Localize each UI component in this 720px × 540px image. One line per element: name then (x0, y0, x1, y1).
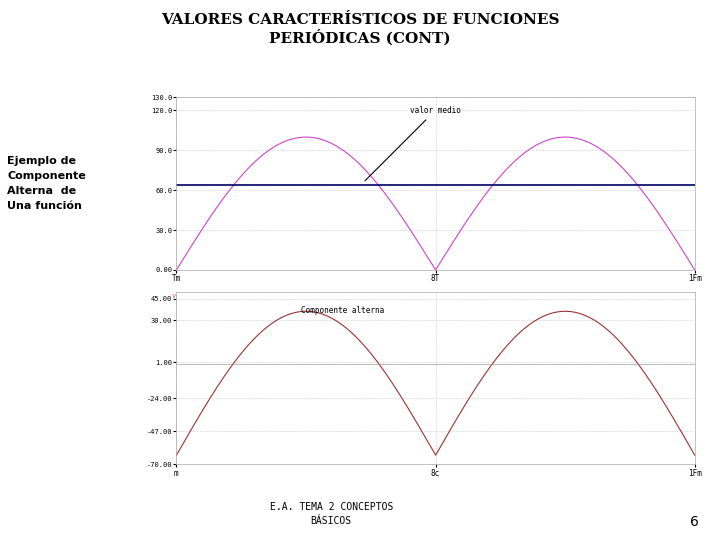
Text: VALORES CARACTERÍSTICOS DE FUNCIONES: VALORES CARACTERÍSTICOS DE FUNCIONES (161, 14, 559, 28)
Text: Componente alterna: Componente alterna (301, 306, 384, 315)
Text: 6: 6 (690, 515, 698, 529)
Text: (v.s.cmedi c): (v.s.cmedi c) (249, 293, 305, 299)
Text: v(t): v(t) (171, 293, 188, 299)
Text: PERIÓDICAS (CONT): PERIÓDICAS (CONT) (269, 30, 451, 46)
Text: E.A. TEMA 2 CONCEPTOS
BÁSICOS: E.A. TEMA 2 CONCEPTOS BÁSICOS (269, 503, 393, 526)
Text: T: T (646, 293, 650, 302)
Text: Ejemplo de
Componente
Alterna  de
Una función: Ejemplo de Componente Alterna de Una fun… (7, 157, 86, 211)
Text: valor medio: valor medio (365, 106, 461, 181)
